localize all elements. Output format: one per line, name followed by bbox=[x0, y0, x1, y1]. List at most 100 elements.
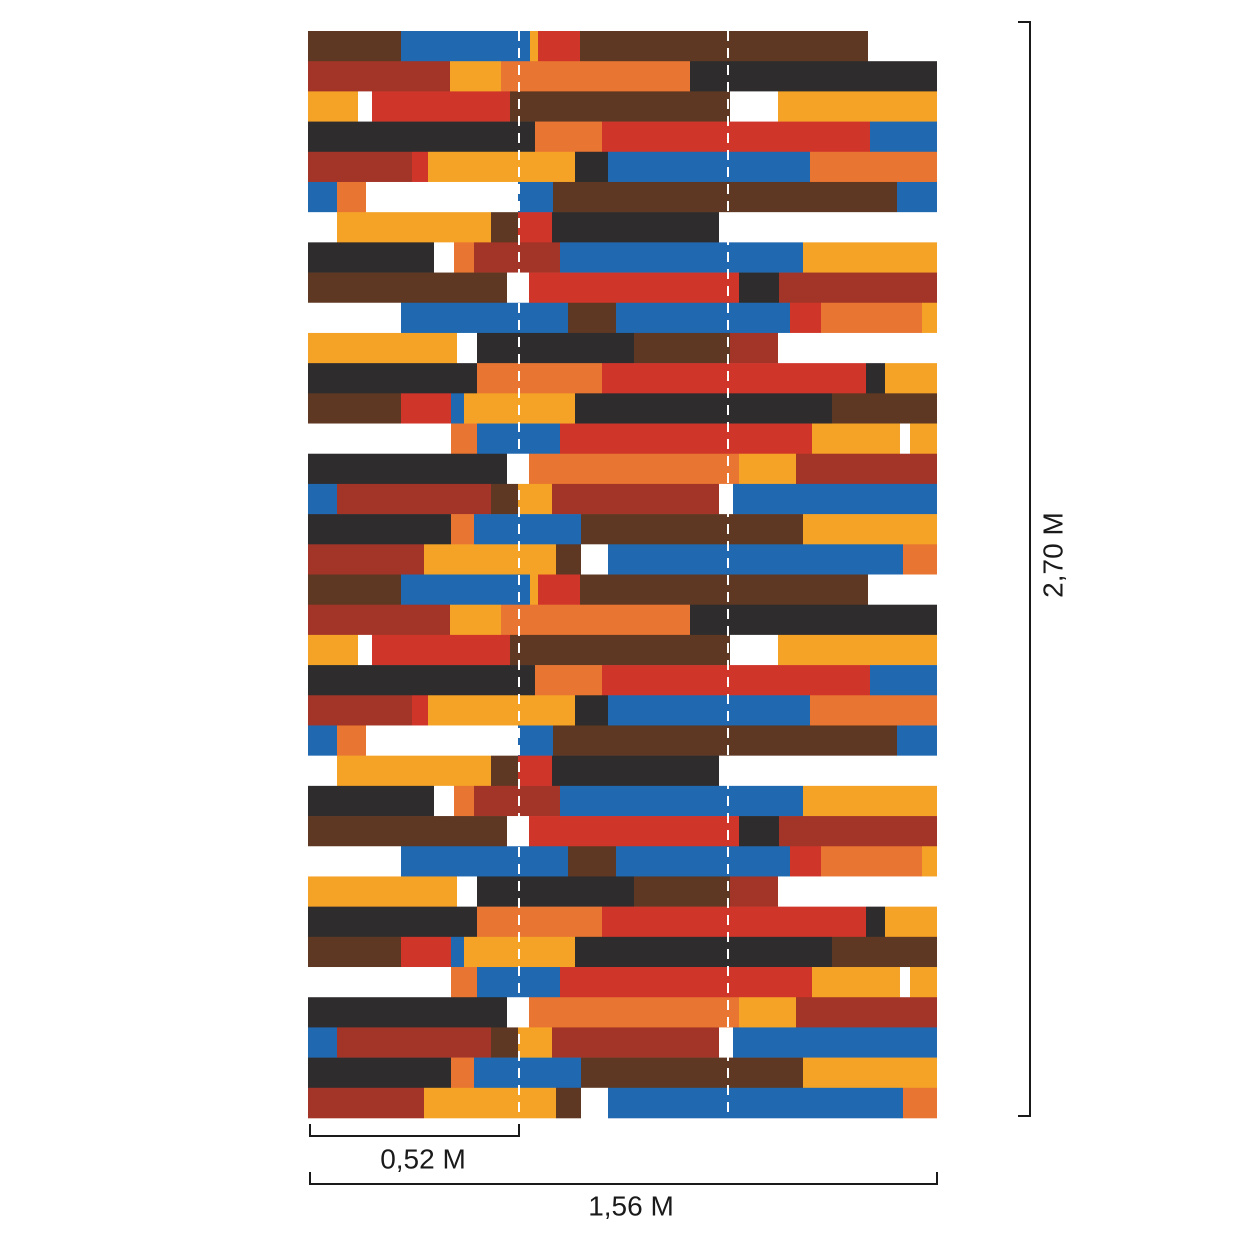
stripe-segment bbox=[739, 997, 796, 1028]
stripe-segment bbox=[897, 181, 937, 213]
stripe-segment bbox=[366, 725, 518, 756]
stripe-segment bbox=[910, 423, 937, 455]
stripe-segment bbox=[518, 1027, 552, 1058]
stripe-segment bbox=[602, 665, 870, 696]
stripe-segment bbox=[491, 212, 518, 243]
stripe-segment bbox=[910, 967, 937, 998]
stripe-segment bbox=[450, 61, 501, 92]
stripe-segment bbox=[401, 31, 530, 62]
stripe-segment bbox=[308, 574, 401, 605]
stripe-segment bbox=[560, 423, 812, 455]
stripe-segment bbox=[530, 31, 538, 62]
stripe-segment bbox=[581, 514, 803, 545]
stripe-segment bbox=[428, 695, 575, 726]
stripe-segment bbox=[581, 544, 608, 575]
stripe-segment bbox=[474, 514, 581, 545]
stripe-segment bbox=[803, 1057, 937, 1089]
stripe-segment bbox=[602, 121, 870, 153]
stripe-segment bbox=[337, 212, 491, 243]
stripe-segment bbox=[424, 544, 556, 575]
stripe-segment bbox=[308, 755, 337, 787]
stripe-segment bbox=[803, 514, 937, 545]
stripe-segment bbox=[616, 302, 790, 334]
stripe-segment bbox=[337, 1027, 491, 1058]
stripe-segment bbox=[308, 393, 401, 424]
stripe-segment bbox=[518, 755, 552, 787]
stripe-segment bbox=[832, 936, 937, 968]
stripe-segment bbox=[308, 242, 434, 273]
stripe-segment bbox=[308, 212, 337, 243]
stripe-segment bbox=[308, 1027, 337, 1058]
stripe-segment bbox=[510, 634, 730, 666]
stripe-segment bbox=[552, 212, 719, 243]
stripe-segment bbox=[733, 483, 937, 515]
stripe-segment bbox=[308, 544, 424, 575]
stripe-segment bbox=[529, 272, 739, 304]
stripe-segment bbox=[575, 393, 832, 424]
stripe-segment bbox=[922, 302, 937, 334]
stripe-segment bbox=[308, 91, 358, 122]
stripe-segment bbox=[812, 423, 900, 455]
stripe-segment bbox=[575, 695, 608, 726]
stripe-segment bbox=[308, 514, 451, 545]
stripe-segment bbox=[450, 604, 501, 636]
stripe-segment bbox=[812, 967, 900, 998]
stripe-segment bbox=[690, 604, 937, 636]
stripe-segment bbox=[821, 302, 922, 334]
stripe-segment bbox=[810, 151, 937, 183]
stripe-segment bbox=[739, 816, 779, 847]
stripe-segment bbox=[581, 1057, 803, 1089]
stripe-segment bbox=[530, 574, 538, 605]
stripe-segment bbox=[412, 695, 428, 726]
stripe-segment bbox=[428, 151, 575, 183]
stripe-segment bbox=[337, 483, 491, 515]
stripe-segment bbox=[581, 1087, 608, 1119]
stripe-segment bbox=[491, 483, 518, 515]
stripe-segment bbox=[739, 272, 779, 304]
stripe-segment bbox=[634, 332, 730, 364]
stripe-segment bbox=[535, 665, 602, 696]
stripe-segment bbox=[477, 332, 634, 364]
stripe-segment bbox=[372, 634, 510, 666]
stripe-segment bbox=[719, 212, 937, 243]
stripe-segment bbox=[477, 906, 602, 938]
stripe-segment bbox=[778, 876, 937, 907]
stripe-segment bbox=[866, 906, 885, 938]
stripe-segment bbox=[556, 1087, 581, 1119]
stripe-segment bbox=[308, 181, 337, 213]
strip-width-bracket bbox=[309, 1124, 520, 1137]
stripe-segment bbox=[308, 151, 412, 183]
stripe-segment bbox=[510, 91, 730, 122]
stripe-segment bbox=[337, 181, 366, 213]
stripe-segment bbox=[451, 393, 464, 424]
stripe-segment bbox=[501, 604, 690, 636]
stripe-segment bbox=[608, 695, 810, 726]
stripe-segment bbox=[451, 936, 464, 968]
stripe-segment bbox=[575, 936, 832, 968]
height-label: 2,70 M bbox=[1037, 512, 1068, 598]
stripe-segment bbox=[903, 1087, 937, 1119]
stripe-segment bbox=[451, 967, 477, 998]
stripe-segment bbox=[552, 483, 719, 515]
stripe-segment bbox=[308, 906, 477, 938]
stripe-segment bbox=[868, 574, 937, 605]
stripe-segment bbox=[778, 91, 937, 122]
stripe-segment bbox=[602, 363, 866, 394]
stripe-segment bbox=[337, 725, 366, 756]
stripe-segment bbox=[897, 725, 937, 756]
stripe-segment bbox=[568, 302, 616, 334]
stripe-segment bbox=[518, 181, 553, 213]
stripe-segment bbox=[608, 1087, 903, 1119]
stripe-segment bbox=[451, 1057, 474, 1089]
stripe-segment bbox=[454, 242, 474, 273]
stripe-segment bbox=[518, 212, 552, 243]
stripe-segment bbox=[337, 755, 491, 787]
stripe-segment bbox=[733, 1027, 937, 1058]
stripe-segment bbox=[401, 846, 568, 877]
stripe-segment bbox=[730, 332, 778, 364]
stripe-segment bbox=[690, 61, 937, 92]
stripe-segment bbox=[308, 483, 337, 515]
total-width-bracket bbox=[309, 1172, 938, 1185]
stripe-segment bbox=[885, 363, 937, 394]
